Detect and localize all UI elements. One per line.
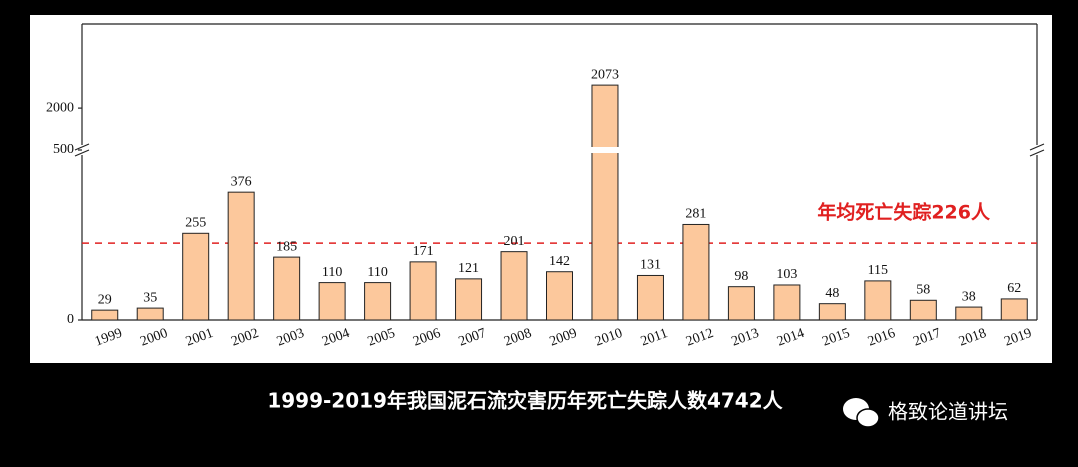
- value-label: 110: [367, 265, 387, 280]
- value-label: 171: [413, 244, 434, 259]
- value-label: 115: [868, 263, 888, 278]
- watermark: 格致论道讲坛: [888, 400, 1008, 424]
- bar: [500, 251, 528, 321]
- bar-break-gap: [590, 147, 619, 153]
- value-label: 131: [640, 258, 661, 273]
- y-tick-label: 500: [53, 142, 74, 157]
- value-label: 58: [916, 282, 930, 297]
- value-label: 38: [962, 289, 976, 304]
- bar: [546, 271, 573, 321]
- value-label: 376: [231, 174, 252, 189]
- y-tick-label: 2000: [46, 100, 74, 115]
- bar: [91, 309, 119, 321]
- bar: [773, 284, 801, 321]
- bar: [1000, 298, 1028, 321]
- axis-break-mark: [74, 149, 90, 157]
- caption: 1999-2019年我国泥石流灾害历年死亡失踪人数4742人: [267, 389, 783, 413]
- bar: [682, 223, 710, 321]
- value-label: 110: [322, 265, 342, 280]
- value-label: 2073: [591, 67, 619, 82]
- y-tick-label: 0: [67, 312, 74, 327]
- bar: [864, 280, 892, 321]
- axis-break-mark: [1029, 143, 1045, 151]
- bar: [227, 191, 255, 321]
- value-label: 281: [685, 207, 706, 222]
- bar: [136, 307, 164, 321]
- bar: [955, 306, 983, 321]
- watermark-icon: [843, 398, 880, 428]
- bar: [455, 278, 483, 321]
- bar: [909, 299, 937, 321]
- bar: [364, 282, 392, 321]
- value-label: 48: [825, 286, 839, 301]
- value-label: 255: [185, 216, 206, 231]
- value-label: 185: [276, 239, 297, 254]
- value-label: 121: [458, 261, 479, 276]
- bar: [409, 261, 437, 321]
- average-label: 年均死亡失踪226人: [817, 201, 991, 224]
- value-label: 201: [504, 234, 525, 249]
- value-label: 98: [734, 269, 748, 284]
- bar: [182, 232, 210, 321]
- bar: [727, 286, 755, 321]
- bar: [636, 274, 664, 321]
- bar: [818, 303, 846, 321]
- value-label: 35: [143, 290, 157, 305]
- value-label: 62: [1007, 281, 1021, 296]
- axis-break-mark: [1029, 149, 1045, 157]
- value-label: 142: [549, 254, 570, 269]
- bar: [591, 84, 619, 321]
- axis-break-mark: [74, 143, 90, 151]
- value-label: 103: [776, 267, 797, 282]
- bar: [273, 256, 301, 321]
- bar: [318, 282, 346, 321]
- value-label: 29: [98, 292, 112, 307]
